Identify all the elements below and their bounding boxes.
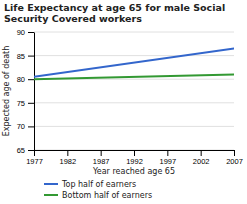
y-tick: 75 <box>17 99 34 108</box>
x-tick-mark <box>34 150 35 156</box>
y-tick-mark <box>28 150 34 151</box>
legend-swatch <box>44 183 58 185</box>
series-line <box>34 49 234 77</box>
y-tick-label: 85 <box>17 52 25 61</box>
y-tick: 90 <box>17 28 34 37</box>
y-tick-mark <box>28 56 34 57</box>
legend-label: Top half of earners <box>61 180 136 189</box>
x-tick: 1992 <box>126 150 143 166</box>
y-tick-mark <box>28 32 34 33</box>
x-tick-label: 1982 <box>59 157 76 166</box>
y-tick-label: 80 <box>17 75 25 84</box>
y-tick-mark <box>28 126 34 127</box>
x-tick: 1977 <box>26 150 43 166</box>
y-tick: 70 <box>17 122 34 131</box>
y-tick: 65 <box>17 146 34 155</box>
x-axis: 1977 1982 1987 1992 1997 2002 2007 <box>26 150 243 166</box>
y-axis-line <box>34 33 35 151</box>
x-tick-mark <box>201 150 202 156</box>
x-tick: 1997 <box>159 150 176 166</box>
x-tick-label: 2002 <box>193 157 210 166</box>
x-tick-label: 1997 <box>159 157 176 166</box>
legend: Top half of earners Bottom half of earner… <box>44 180 152 200</box>
x-tick: 1982 <box>59 150 76 166</box>
grid <box>34 32 234 150</box>
y-tick: 80 <box>17 75 34 84</box>
y-tick-label: 90 <box>17 28 25 37</box>
x-tick-mark <box>101 150 102 156</box>
y-tick-label: 75 <box>17 99 25 108</box>
y-axis-title: Expected age of death <box>2 46 11 137</box>
x-tick-mark <box>67 150 68 156</box>
lines <box>34 49 234 80</box>
x-tick-label: 2007 <box>226 157 243 166</box>
legend-swatch <box>44 194 58 196</box>
y-axis: 65 70 75 80 85 90 <box>17 28 35 155</box>
y-tick-label: 65 <box>17 146 25 155</box>
y-tick-label: 70 <box>17 122 25 131</box>
grid-line <box>34 55 234 56</box>
y-tick-mark <box>28 79 34 80</box>
x-tick: 1987 <box>93 150 110 166</box>
plot: 1977 1982 1987 1992 1997 2002 2007 65 70 75 80 85 90 <box>17 28 243 166</box>
legend-item: Bottom half of earners <box>44 191 152 200</box>
x-tick: 2002 <box>193 150 210 166</box>
chart: Life Expectancy at age 65 for male Socia… <box>0 0 247 204</box>
grid-line <box>34 102 234 103</box>
y-tick-mark <box>28 103 34 104</box>
x-tick-label: 1992 <box>126 157 143 166</box>
x-tick-label: 1987 <box>93 157 110 166</box>
x-tick-mark <box>167 150 168 156</box>
x-tick-mark <box>234 150 235 156</box>
title: Life Expectancy at age 65 for male Socia… <box>4 2 225 24</box>
legend-label: Bottom half of earners <box>62 191 152 200</box>
x-tick: 2007 <box>226 150 243 166</box>
x-axis-title: Year reached age 65 <box>92 167 175 176</box>
series-line <box>34 74 234 79</box>
x-tick-mark <box>134 150 135 156</box>
grid-line <box>34 32 234 33</box>
y-tick: 85 <box>17 52 34 61</box>
legend-item: Top half of earners <box>44 180 136 189</box>
grid-line <box>34 126 234 127</box>
x-tick-label: 1977 <box>26 157 43 166</box>
